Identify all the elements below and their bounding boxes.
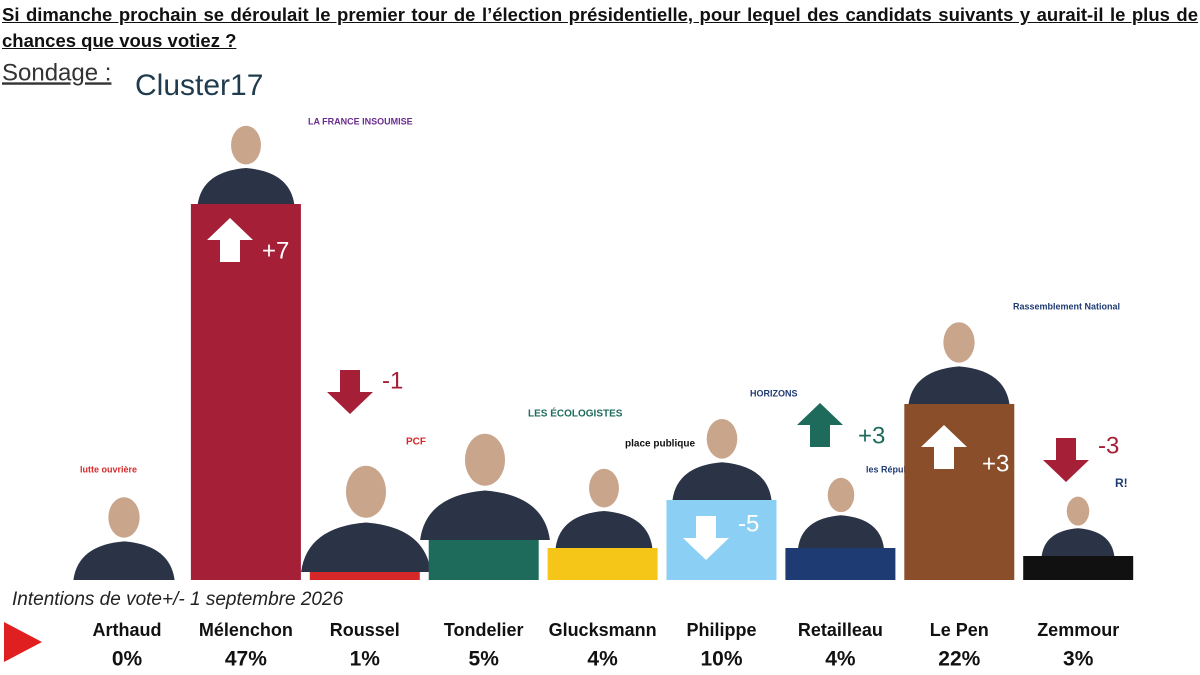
bar (904, 404, 1015, 580)
candidate-name: Glucksmann (549, 620, 657, 640)
photo-body (908, 366, 1010, 405)
pointer-triangle (4, 622, 42, 662)
value-label: 4% (825, 648, 856, 671)
party-logo: lutte ouvrière (80, 464, 137, 474)
candidate-name: Roussel (330, 620, 400, 640)
photo-body (672, 462, 772, 500)
candidate-name: Tondelier (444, 620, 524, 640)
party-logo: PCF (406, 437, 426, 448)
change-arrow (797, 403, 843, 447)
party-logo: les Républicains (866, 464, 937, 474)
change-label: +7 (262, 237, 289, 264)
photo-body (1041, 528, 1115, 556)
bar (309, 572, 420, 580)
photo-head (464, 433, 506, 486)
change-arrow (327, 370, 373, 414)
value-label: 22% (938, 648, 980, 671)
bar (785, 548, 896, 580)
change-arrow (921, 425, 967, 469)
change-label: +3 (982, 450, 1009, 477)
bar (428, 540, 539, 580)
change-arrow (683, 516, 729, 560)
party-logo: place publique (625, 439, 695, 450)
photo-head (943, 322, 975, 363)
photo-head (108, 497, 140, 538)
photo-body (420, 490, 550, 540)
party-logo: LA FRANCE INSOUMISE (308, 116, 413, 126)
candidate-name: Philippe (686, 620, 756, 640)
chart-note: Intentions de vote+/- 1 septembre 2026 (12, 589, 344, 610)
value-label: 10% (700, 648, 742, 671)
party-logo: Rassemblement National (1013, 301, 1120, 311)
change-label: -1 (382, 367, 403, 394)
bar (1023, 556, 1134, 580)
photo-body (555, 511, 653, 548)
photo-body (798, 515, 884, 548)
candidate-name: Arthaud (93, 620, 162, 640)
candidate-name: Retailleau (798, 620, 883, 640)
party-logo: HORIZONS (750, 388, 798, 398)
photo-head (345, 465, 387, 518)
photo-head (589, 468, 619, 508)
party-logo: R! (1115, 476, 1128, 490)
photo-head (1066, 496, 1090, 526)
value-label: 5% (469, 648, 500, 671)
candidate-name: Le Pen (930, 620, 989, 640)
photo-head (827, 477, 855, 513)
change-label: +3 (858, 422, 885, 449)
source-label: Sondage : (2, 59, 111, 86)
value-label: 4% (587, 648, 618, 671)
change-label: -3 (1098, 432, 1119, 459)
bar (547, 548, 658, 580)
party-logo: LES ÉCOLOGISTES (528, 407, 623, 420)
value-label: 0% (112, 648, 143, 671)
photo-head (231, 125, 261, 165)
change-label: -5 (738, 510, 759, 537)
change-arrow (1043, 438, 1089, 482)
candidate-name: Zemmour (1037, 620, 1119, 640)
photo-body (197, 168, 295, 205)
value-label: 47% (225, 648, 267, 671)
photo-head (706, 419, 738, 459)
photo-body (301, 522, 431, 572)
candidate-name: Mélenchon (199, 620, 293, 640)
value-label: 1% (350, 648, 381, 671)
change-arrow (207, 218, 253, 262)
chart-title: Si dimanche prochain se déroulait le pre… (2, 4, 1198, 51)
bar (190, 204, 301, 580)
source-logo: Cluster17 (135, 69, 263, 102)
photo-body (73, 541, 175, 580)
value-label: 3% (1063, 648, 1094, 671)
